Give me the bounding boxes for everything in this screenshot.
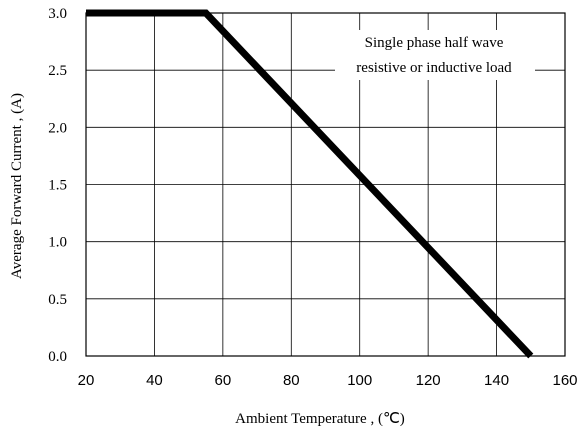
x-tick-label: 140 — [484, 372, 509, 389]
plot-frame — [85, 12, 566, 357]
y-tick-label: 3.0 — [48, 6, 67, 22]
y-axis-label: Average Forward Current , (A) — [9, 93, 25, 279]
x-tick-label: 40 — [146, 372, 163, 389]
x-tick-label: 120 — [416, 372, 441, 389]
annotation-line-2: resistive or inductive load — [356, 60, 512, 76]
y-tick-label: 2.5 — [48, 63, 67, 79]
y-tick-label: 2.0 — [48, 120, 67, 136]
x-tick-label: 160 — [552, 372, 577, 389]
y-tick-label: 1.0 — [48, 235, 67, 251]
x-tick-label: 80 — [283, 372, 300, 389]
series-line — [86, 9, 534, 359]
y-tick-label: 0.0 — [48, 349, 67, 365]
x-axis-label: Ambient Temperature , (℃) — [235, 411, 405, 427]
series-group — [86, 9, 534, 359]
x-tick-label: 60 — [215, 372, 232, 389]
x-tick-labels: 20 40 60 80 100 120 140 160 — [78, 372, 578, 389]
annotation-line-1: Single phase half wave — [365, 35, 504, 51]
x-tick-label: 100 — [347, 372, 372, 389]
y-tick-label: 1.5 — [48, 178, 67, 194]
x-tick-label: 20 — [78, 372, 95, 389]
annotation-background — [335, 30, 535, 80]
annotation: Single phase half wave resistive or indu… — [335, 30, 535, 80]
y-tick-label: 0.5 — [48, 292, 67, 308]
y-tick-labels: 0.0 0.5 1.0 1.5 2.0 2.5 3.0 — [48, 6, 67, 365]
